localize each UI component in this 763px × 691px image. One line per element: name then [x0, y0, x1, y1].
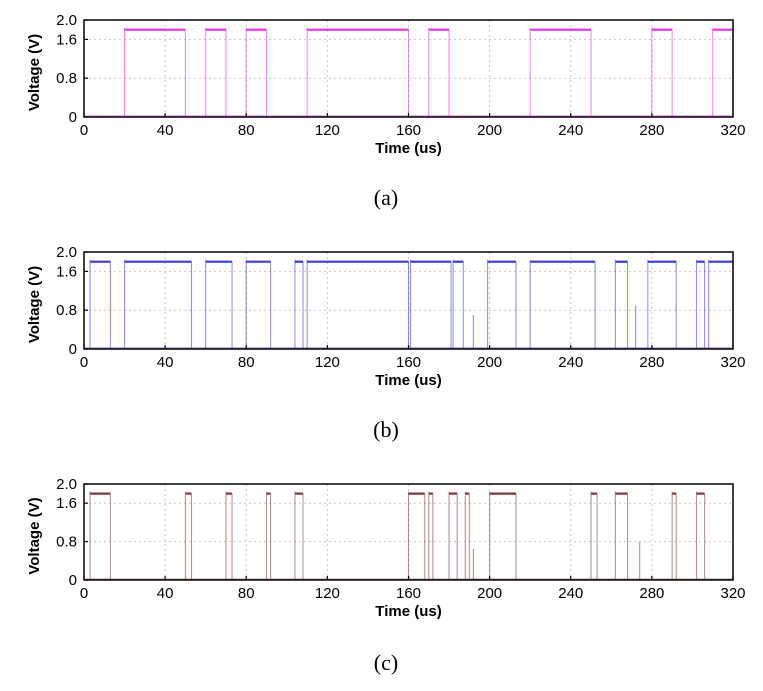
- x-axis-title: Time (us): [375, 372, 441, 389]
- y-tick-label: 0.8: [56, 70, 77, 87]
- x-tick-label: 120: [315, 122, 340, 139]
- x-tick-label: 40: [157, 585, 174, 602]
- y-tick-label: 0.8: [56, 302, 77, 319]
- x-tick-label: 120: [315, 585, 340, 602]
- x-tick-label: 240: [558, 122, 583, 139]
- y-tick-label: 0: [69, 341, 77, 358]
- x-tick-label: 320: [720, 585, 745, 602]
- x-tick-label: 320: [720, 354, 745, 371]
- x-tick-label: 240: [558, 585, 583, 602]
- x-tick-label: 40: [157, 122, 174, 139]
- chart-panel-2: 0 40 80 120 160 200 240 280 320 0 0.8 1.6 2.0 Time (u…: [26, 476, 746, 675]
- x-tick-label: 200: [477, 585, 502, 602]
- chart-panel-1: 0 40 80 120 160 200 240 280 320 0 0.8 1.6 2.0 Time (u…: [26, 244, 746, 442]
- x-tick-label: 0: [80, 122, 88, 139]
- x-tick-label: 160: [396, 122, 421, 139]
- x-tick-label: 0: [80, 585, 88, 602]
- x-tick-label: 0: [80, 354, 88, 371]
- y-tick-label: 1.6: [56, 263, 77, 280]
- y-tick-label: 1.6: [56, 495, 77, 512]
- x-tick-label: 80: [238, 122, 255, 139]
- y-tick-label: 0: [69, 572, 77, 589]
- x-tick-label: 120: [315, 354, 340, 371]
- y-tick-label: 2.0: [56, 476, 77, 493]
- panel-caption: (b): [373, 417, 399, 442]
- chart-panel-0: 0 40 80 120 160 200 240 280 320 0 0.8 1.6 2.0 Time (u…: [26, 12, 746, 210]
- x-tick-label: 320: [720, 122, 745, 139]
- y-tick-label: 2.0: [56, 244, 77, 261]
- x-tick-label: 160: [396, 585, 421, 602]
- x-tick-label: 40: [157, 354, 174, 371]
- y-tick-label: 2.0: [56, 12, 77, 29]
- panel-caption: (a): [374, 185, 398, 210]
- y-tick-label: 0: [69, 109, 77, 126]
- y-axis-title: Voltage (V): [26, 34, 43, 111]
- y-axis-title: Voltage (V): [26, 266, 43, 343]
- x-tick-label: 200: [477, 122, 502, 139]
- x-axis-title: Time (us): [375, 603, 441, 620]
- x-tick-label: 200: [477, 354, 502, 371]
- x-tick-label: 80: [238, 354, 255, 371]
- x-tick-label: 160: [396, 354, 421, 371]
- x-tick-label: 240: [558, 354, 583, 371]
- x-axis-title: Time (us): [375, 140, 441, 157]
- y-tick-label: 1.6: [56, 31, 77, 48]
- x-tick-label: 280: [639, 585, 664, 602]
- panel-caption: (c): [374, 650, 398, 675]
- x-tick-label: 280: [639, 122, 664, 139]
- x-tick-label: 280: [639, 354, 664, 371]
- y-axis-title: Voltage (V): [26, 497, 43, 574]
- y-tick-label: 0.8: [56, 534, 77, 551]
- x-tick-label: 80: [238, 585, 255, 602]
